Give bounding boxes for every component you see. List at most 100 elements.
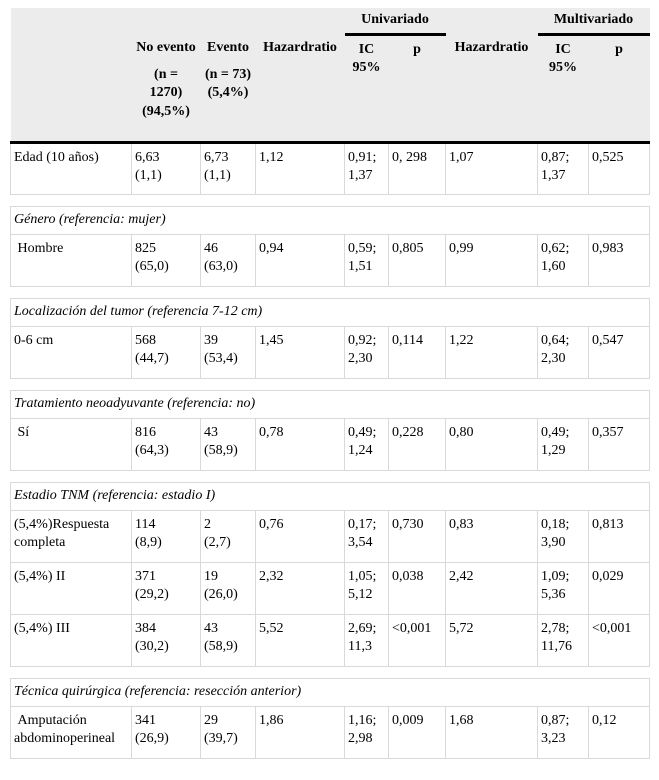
- spacer-row: [11, 194, 650, 206]
- column-header-label: IC 95%: [352, 41, 381, 75]
- value-cell: 0,80: [445, 417, 538, 471]
- value-cell: 1,22: [445, 325, 538, 379]
- value-cell: 1,68: [445, 705, 538, 759]
- value-cell: 1,16; 2,98: [344, 705, 389, 759]
- table-row: (5,4%) III 384 (30,2) 43 (58,9) 5,52 2,69; 1…: [10, 613, 650, 667]
- value-cell: 0,83: [445, 509, 538, 563]
- value-cell: 0,813: [588, 509, 650, 563]
- value-cell: 0,64; 2,30: [537, 325, 589, 379]
- column-header-label: Hazardratio: [263, 40, 337, 55]
- value-cell: 2,42: [445, 561, 538, 615]
- section-row: Género (referencia: mujer): [10, 205, 650, 235]
- column-header-subtext: (n = 1270) (94,5%): [142, 67, 190, 119]
- column-header-label: p: [413, 41, 421, 57]
- value-cell: 1,12: [255, 141, 345, 195]
- column-header: Evento (n = 73) (5,4%): [200, 34, 256, 144]
- value-cell: 1,86: [255, 705, 345, 759]
- value-cell: 6,73 (1,1): [200, 141, 256, 195]
- value-cell: 0,17; 3,54: [344, 509, 389, 563]
- value-cell: 1,05; 5,12: [344, 561, 389, 615]
- table-row: Edad (10 años) 6,63 (1,1) 6,73 (1,1) 1,12 0,…: [10, 141, 650, 195]
- row-label-cell: Amputación abdominoperineal: [10, 705, 132, 759]
- table-row: Amputación abdominoperineal 341 (26,9) 29 …: [10, 705, 650, 759]
- value-cell: 0,228: [388, 417, 446, 471]
- table-row: Hombre 825 (65,0) 46 (63,0) 0,94 0,59; 1,51 0…: [10, 233, 650, 287]
- spacer-row: [11, 470, 650, 482]
- value-cell: 0,87; 3,23: [537, 705, 589, 759]
- value-cell: 0,805: [388, 233, 446, 287]
- column-header: Hazardratio: [445, 34, 538, 144]
- value-cell: 0,59; 1,51: [344, 233, 389, 287]
- column-header: p: [588, 34, 650, 144]
- section-row: Estadio TNM (referencia: estadio I): [10, 481, 650, 511]
- value-cell: 114 (8,9): [131, 509, 201, 563]
- value-cell: 0,91; 1,37: [344, 141, 389, 195]
- row-label-cell: Hombre: [10, 233, 132, 287]
- value-cell: 0,525: [588, 141, 650, 195]
- value-cell: <0,001: [388, 613, 446, 667]
- section-row: Localización del tumor (referencia 7-12 …: [10, 297, 650, 327]
- value-cell: 2,69; 11,3: [344, 613, 389, 667]
- value-cell: 29 (39,7): [200, 705, 256, 759]
- spanner-spacer: [10, 8, 345, 34]
- value-cell: 1,45: [255, 325, 345, 379]
- value-cell: 0,87; 1,37: [537, 141, 589, 195]
- value-cell: 0,62; 1,60: [537, 233, 589, 287]
- value-cell: 341 (26,9): [131, 705, 201, 759]
- section-label: Localización del tumor (referencia 7-12 …: [10, 297, 650, 327]
- column-header: Hazardratio: [255, 34, 345, 144]
- value-cell: 0,92; 2,30: [344, 325, 389, 379]
- value-cell: 0,99: [445, 233, 538, 287]
- value-cell: 0,49; 1,24: [344, 417, 389, 471]
- value-cell: 19 (26,0): [200, 561, 256, 615]
- section-label: Técnica quirúrgica (referencia: resecció…: [10, 677, 650, 707]
- value-cell: 0,038: [388, 561, 446, 615]
- spanner-spacer: [445, 8, 538, 34]
- table-row: 0-6 cm 568 (44,7) 39 (53,4) 1,45 0,92; 2,30 0…: [10, 325, 650, 379]
- value-cell: 0,029: [588, 561, 650, 615]
- spacer-cell: [11, 194, 650, 206]
- value-cell: 39 (53,4): [200, 325, 256, 379]
- value-cell: 43 (58,9): [200, 417, 256, 471]
- spacer-cell: [11, 286, 650, 298]
- value-cell: 0,49; 1,29: [537, 417, 589, 471]
- value-cell: 0,730: [388, 509, 446, 563]
- table-row: (5,4%) II 371 (29,2) 19 (26,0) 2,32 1,05; 5,…: [10, 561, 650, 615]
- column-header: p: [388, 34, 446, 144]
- column-header: No evento (n = 1270) (94,5%): [131, 34, 201, 144]
- spacer-cell: [11, 666, 650, 678]
- value-cell: 0,18; 3,90: [537, 509, 589, 563]
- multivariate-spanner-header: Multivariado: [537, 8, 650, 36]
- value-cell: 0,547: [588, 325, 650, 379]
- column-header-label: IC 95%: [549, 41, 577, 75]
- spacer-cell: [11, 378, 650, 390]
- section-label: Tratamiento neoadyuvante (referencia: no…: [10, 389, 650, 419]
- table-row: Sí 816 (64,3) 43 (58,9) 0,78 0,49; 1,24 0,228…: [10, 417, 650, 471]
- value-cell: 5,72: [445, 613, 538, 667]
- value-cell: <0,001: [588, 613, 650, 667]
- row-label-cell: Sí: [10, 417, 132, 471]
- column-header: IC 95%: [344, 34, 389, 144]
- value-cell: 6,63 (1,1): [131, 141, 201, 195]
- table-row: (5,4%)Respuesta completa 114 (8,9) 2 (2,7)…: [10, 509, 650, 563]
- column-header-subtext: (n = 73) (5,4%): [204, 67, 252, 101]
- row-label-cell: (5,4%) III: [10, 613, 132, 667]
- value-cell: 0,94: [255, 233, 345, 287]
- value-cell: 46 (63,0): [200, 233, 256, 287]
- spacer-row: [11, 378, 650, 390]
- value-cell: 0,78: [255, 417, 345, 471]
- value-cell: 0,114: [388, 325, 446, 379]
- value-cell: 2 (2,7): [200, 509, 256, 563]
- hazard-ratio-table: Univariado Multivariado No evento (n = 12…: [10, 8, 650, 759]
- section-label: Estadio TNM (referencia: estadio I): [10, 481, 650, 511]
- column-header-label: p: [615, 41, 623, 57]
- column-header-label: Hazardratio: [454, 40, 529, 55]
- value-cell: 1,07: [445, 141, 538, 195]
- section-row: Técnica quirúrgica (referencia: resecció…: [10, 677, 650, 707]
- value-cell: 1,09; 5,36: [537, 561, 589, 615]
- column-header: IC 95%: [537, 34, 589, 144]
- value-cell: 0,983: [588, 233, 650, 287]
- spacer-row: [11, 286, 650, 298]
- row-label-cell: (5,4%) II: [10, 561, 132, 615]
- row-label-cell: Edad (10 años): [10, 141, 132, 195]
